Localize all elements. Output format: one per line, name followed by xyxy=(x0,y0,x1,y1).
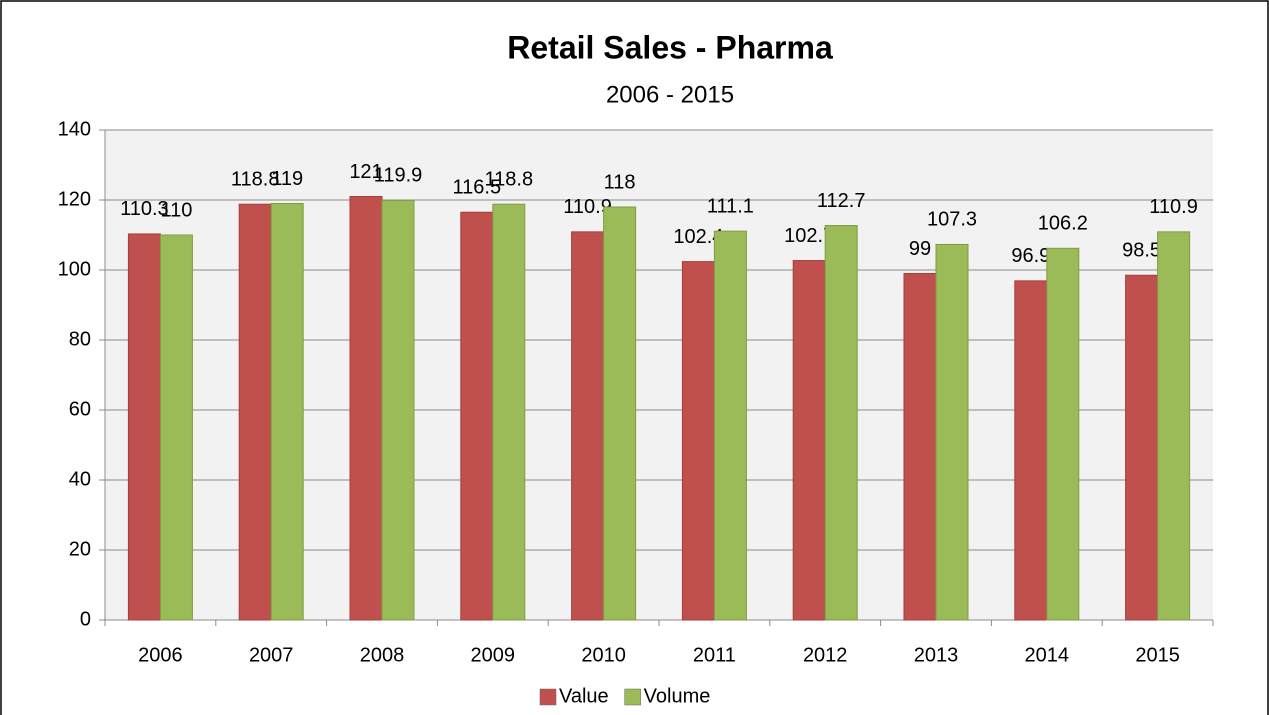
bar xyxy=(681,261,715,621)
x-tick-label: 2010 xyxy=(581,644,626,666)
x-tick-label: 2011 xyxy=(693,644,736,666)
x-tick-label: 2014 xyxy=(1025,644,1070,666)
legend-label: Volume xyxy=(644,685,711,707)
data-label: 98.5 xyxy=(1122,240,1161,262)
bar xyxy=(603,206,637,621)
x-tick-label: 2015 xyxy=(1135,644,1180,666)
legend-swatch xyxy=(624,688,641,706)
data-label: 111.1 xyxy=(707,195,754,217)
bar xyxy=(381,199,415,621)
bar xyxy=(903,273,937,621)
bar xyxy=(1046,247,1080,621)
bar xyxy=(713,230,747,621)
data-label: 110.9 xyxy=(1149,196,1198,218)
x-tick-label: 2012 xyxy=(803,644,848,666)
chart-title: Retail Sales - Pharma xyxy=(507,29,833,65)
data-label: 110.9 xyxy=(563,196,612,218)
data-label: 110 xyxy=(160,199,192,221)
bar xyxy=(935,243,969,621)
x-tick-label: 2013 xyxy=(914,644,959,666)
bar xyxy=(571,231,605,621)
data-label: 121 xyxy=(349,161,382,183)
y-tick-label: 20 xyxy=(69,538,91,560)
data-label: 96.9 xyxy=(1011,245,1050,267)
bar xyxy=(1157,231,1191,621)
data-label: 112.7 xyxy=(817,190,866,212)
bar xyxy=(824,225,858,621)
data-label: 99 xyxy=(909,238,931,260)
chart-subtitle: 2006 - 2015 xyxy=(606,81,734,108)
data-label: 102.4 xyxy=(673,226,723,248)
legend-swatch xyxy=(539,688,557,706)
bar xyxy=(792,260,826,621)
bar xyxy=(127,233,161,621)
data-label: 107.3 xyxy=(927,209,977,231)
x-tick-label: 2009 xyxy=(471,644,516,666)
data-label: 118 xyxy=(604,171,636,193)
y-tick-label: 120 xyxy=(58,188,91,210)
data-label: 116.5 xyxy=(453,177,502,199)
y-tick-label: 0 xyxy=(80,608,91,630)
bar xyxy=(1014,280,1048,621)
data-label: 110.3 xyxy=(120,198,169,220)
y-tick-label: 140 xyxy=(58,118,91,140)
x-tick-label: 2007 xyxy=(249,644,294,666)
data-label: 119 xyxy=(271,168,303,190)
bar xyxy=(349,196,383,621)
data-label: 119.9 xyxy=(374,165,423,187)
bar xyxy=(270,203,304,621)
bar xyxy=(460,211,494,621)
data-label: 118.8 xyxy=(231,168,280,190)
bar xyxy=(159,234,193,621)
data-label: 106.2 xyxy=(1038,213,1088,235)
y-tick-label: 100 xyxy=(58,258,91,280)
y-tick-label: 60 xyxy=(69,398,91,420)
y-tick-label: 40 xyxy=(69,468,91,490)
bar xyxy=(1125,274,1159,621)
bar xyxy=(238,203,272,621)
data-label: 102.7 xyxy=(784,225,834,247)
y-tick-label: 80 xyxy=(69,328,91,350)
legend-label: Value xyxy=(559,685,609,707)
bar xyxy=(492,203,526,621)
x-tick-label: 2006 xyxy=(138,644,183,666)
data-label: 118.8 xyxy=(485,168,534,190)
x-tick-label: 2008 xyxy=(360,644,405,666)
